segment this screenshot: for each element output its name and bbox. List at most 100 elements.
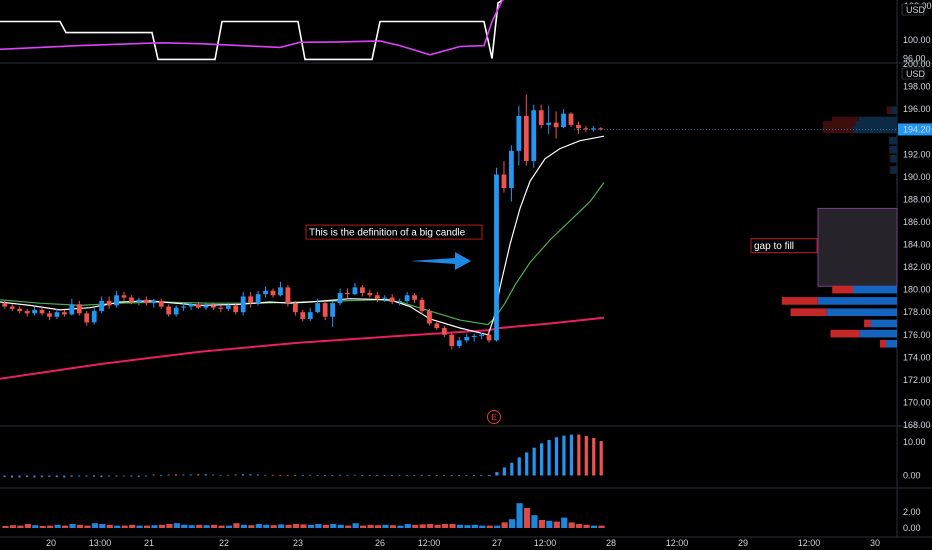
volume-bar [39,526,46,528]
profile-bar-up [858,116,897,125]
oscillator-bar [212,474,215,476]
candle-body [158,300,164,307]
volume-tick-label: 2.00 [903,507,921,517]
time-tick-label: 12:00 [418,538,441,548]
candle-body [576,124,581,129]
profile-bar-down [790,308,827,316]
oscillator-bar [428,475,431,476]
profile-bar-up [859,329,897,338]
time-tick-label: 29 [738,538,748,548]
profile-bar-up [889,136,897,145]
oscillator-bar [592,437,596,476]
profile-bar-down [822,125,853,134]
oscillator-bar [316,475,319,476]
annotations[interactable]: This is the definition of a big candle ga… [305,224,818,270]
volume-pane [2,503,605,528]
candle-body [54,312,60,317]
oscillator-bar [294,475,297,476]
oscillator-bar [420,474,423,476]
candle-body [218,307,224,309]
oscillator-bar [502,467,506,476]
volume-bar [576,524,583,528]
oscillator-bar [48,475,51,477]
profile-bar-down [832,285,853,294]
candle-body [397,300,403,303]
oscillator-bar [368,475,371,476]
candle-body [143,299,149,304]
profile-bar-up [889,145,897,154]
oscillator-bar [458,475,461,476]
candlesticks[interactable]: E [2,94,604,424]
profile-bar-up [826,308,897,316]
volume-bar [523,508,531,528]
volume-bar [32,525,39,528]
oscillator-bar [525,452,529,476]
oscillator-bar [517,457,521,476]
time-axis[interactable]: 20 13:00 21 22 23 26 12:00 27 12:00 28 12:00 29 12:0… [46,538,880,548]
oscillator-bar [152,474,155,476]
candle-body [583,128,589,130]
volume-bar [397,525,404,528]
oscillator-bar [510,462,514,476]
candle-body [337,293,343,304]
volume-bar [561,517,568,528]
volume-bar [292,524,300,528]
volume-bar [240,524,247,528]
oscillator-bar [145,475,148,477]
big-candle-note-box [305,224,483,240]
volume-bar [225,525,233,528]
volume-bar [501,522,508,528]
candle-body [9,306,15,309]
oscillator-bar [137,475,140,477]
profile-bar-up [870,319,897,328]
price-axis[interactable]: 108.00USD100.0096.00USD200.00198.00196.0… [574,1,932,533]
candle-body [434,323,440,328]
volume-bar [218,525,225,528]
volume-bar [449,524,456,528]
oscillator-bar [569,434,573,476]
volume-bar [248,525,255,528]
profile-bar-down [831,116,859,125]
price-tick-label: 174.00 [903,352,931,362]
candle-body [307,312,313,319]
oscillator-bar [122,475,125,477]
oscillator-bar [227,474,230,476]
candle-body [374,295,380,299]
volume-bar [173,523,180,528]
oscillator-bar [85,475,88,477]
profile-bar-down [886,106,892,115]
volume-bar [441,524,449,528]
price-currency-label: USD [906,69,926,79]
volume-bar [188,525,195,528]
time-tick-label: 28 [606,538,616,548]
comparison-currency-badge [901,3,925,16]
volume-bar [136,525,143,528]
candle-body [561,113,566,128]
volume-bar [76,524,84,528]
volume-bar [166,524,173,528]
volume-bar [419,524,426,528]
candle-body [449,334,455,347]
volume-bar [389,525,396,528]
volume-bar [494,525,501,528]
volume-bar [322,524,329,528]
oscillator-tick-label: 0.00 [903,471,921,481]
oscillator-bar [279,475,282,476]
volume-bar [129,524,136,528]
gap-note-box [750,238,818,254]
profile-bar-down [822,121,856,129]
candle-body [129,297,134,303]
candle-body [173,307,179,315]
volume-bar [553,521,560,528]
candle-body [546,122,552,125]
profile-bar-down [889,145,890,154]
price-tick-label: 190.00 [903,172,931,182]
volume-bar [330,524,337,528]
candle-body [121,295,127,298]
volume-bar [84,525,91,528]
volume-bar [121,525,128,528]
oscillator-bar [182,474,185,476]
oscillator-bar [495,472,499,476]
profile-bar-up [890,166,897,174]
